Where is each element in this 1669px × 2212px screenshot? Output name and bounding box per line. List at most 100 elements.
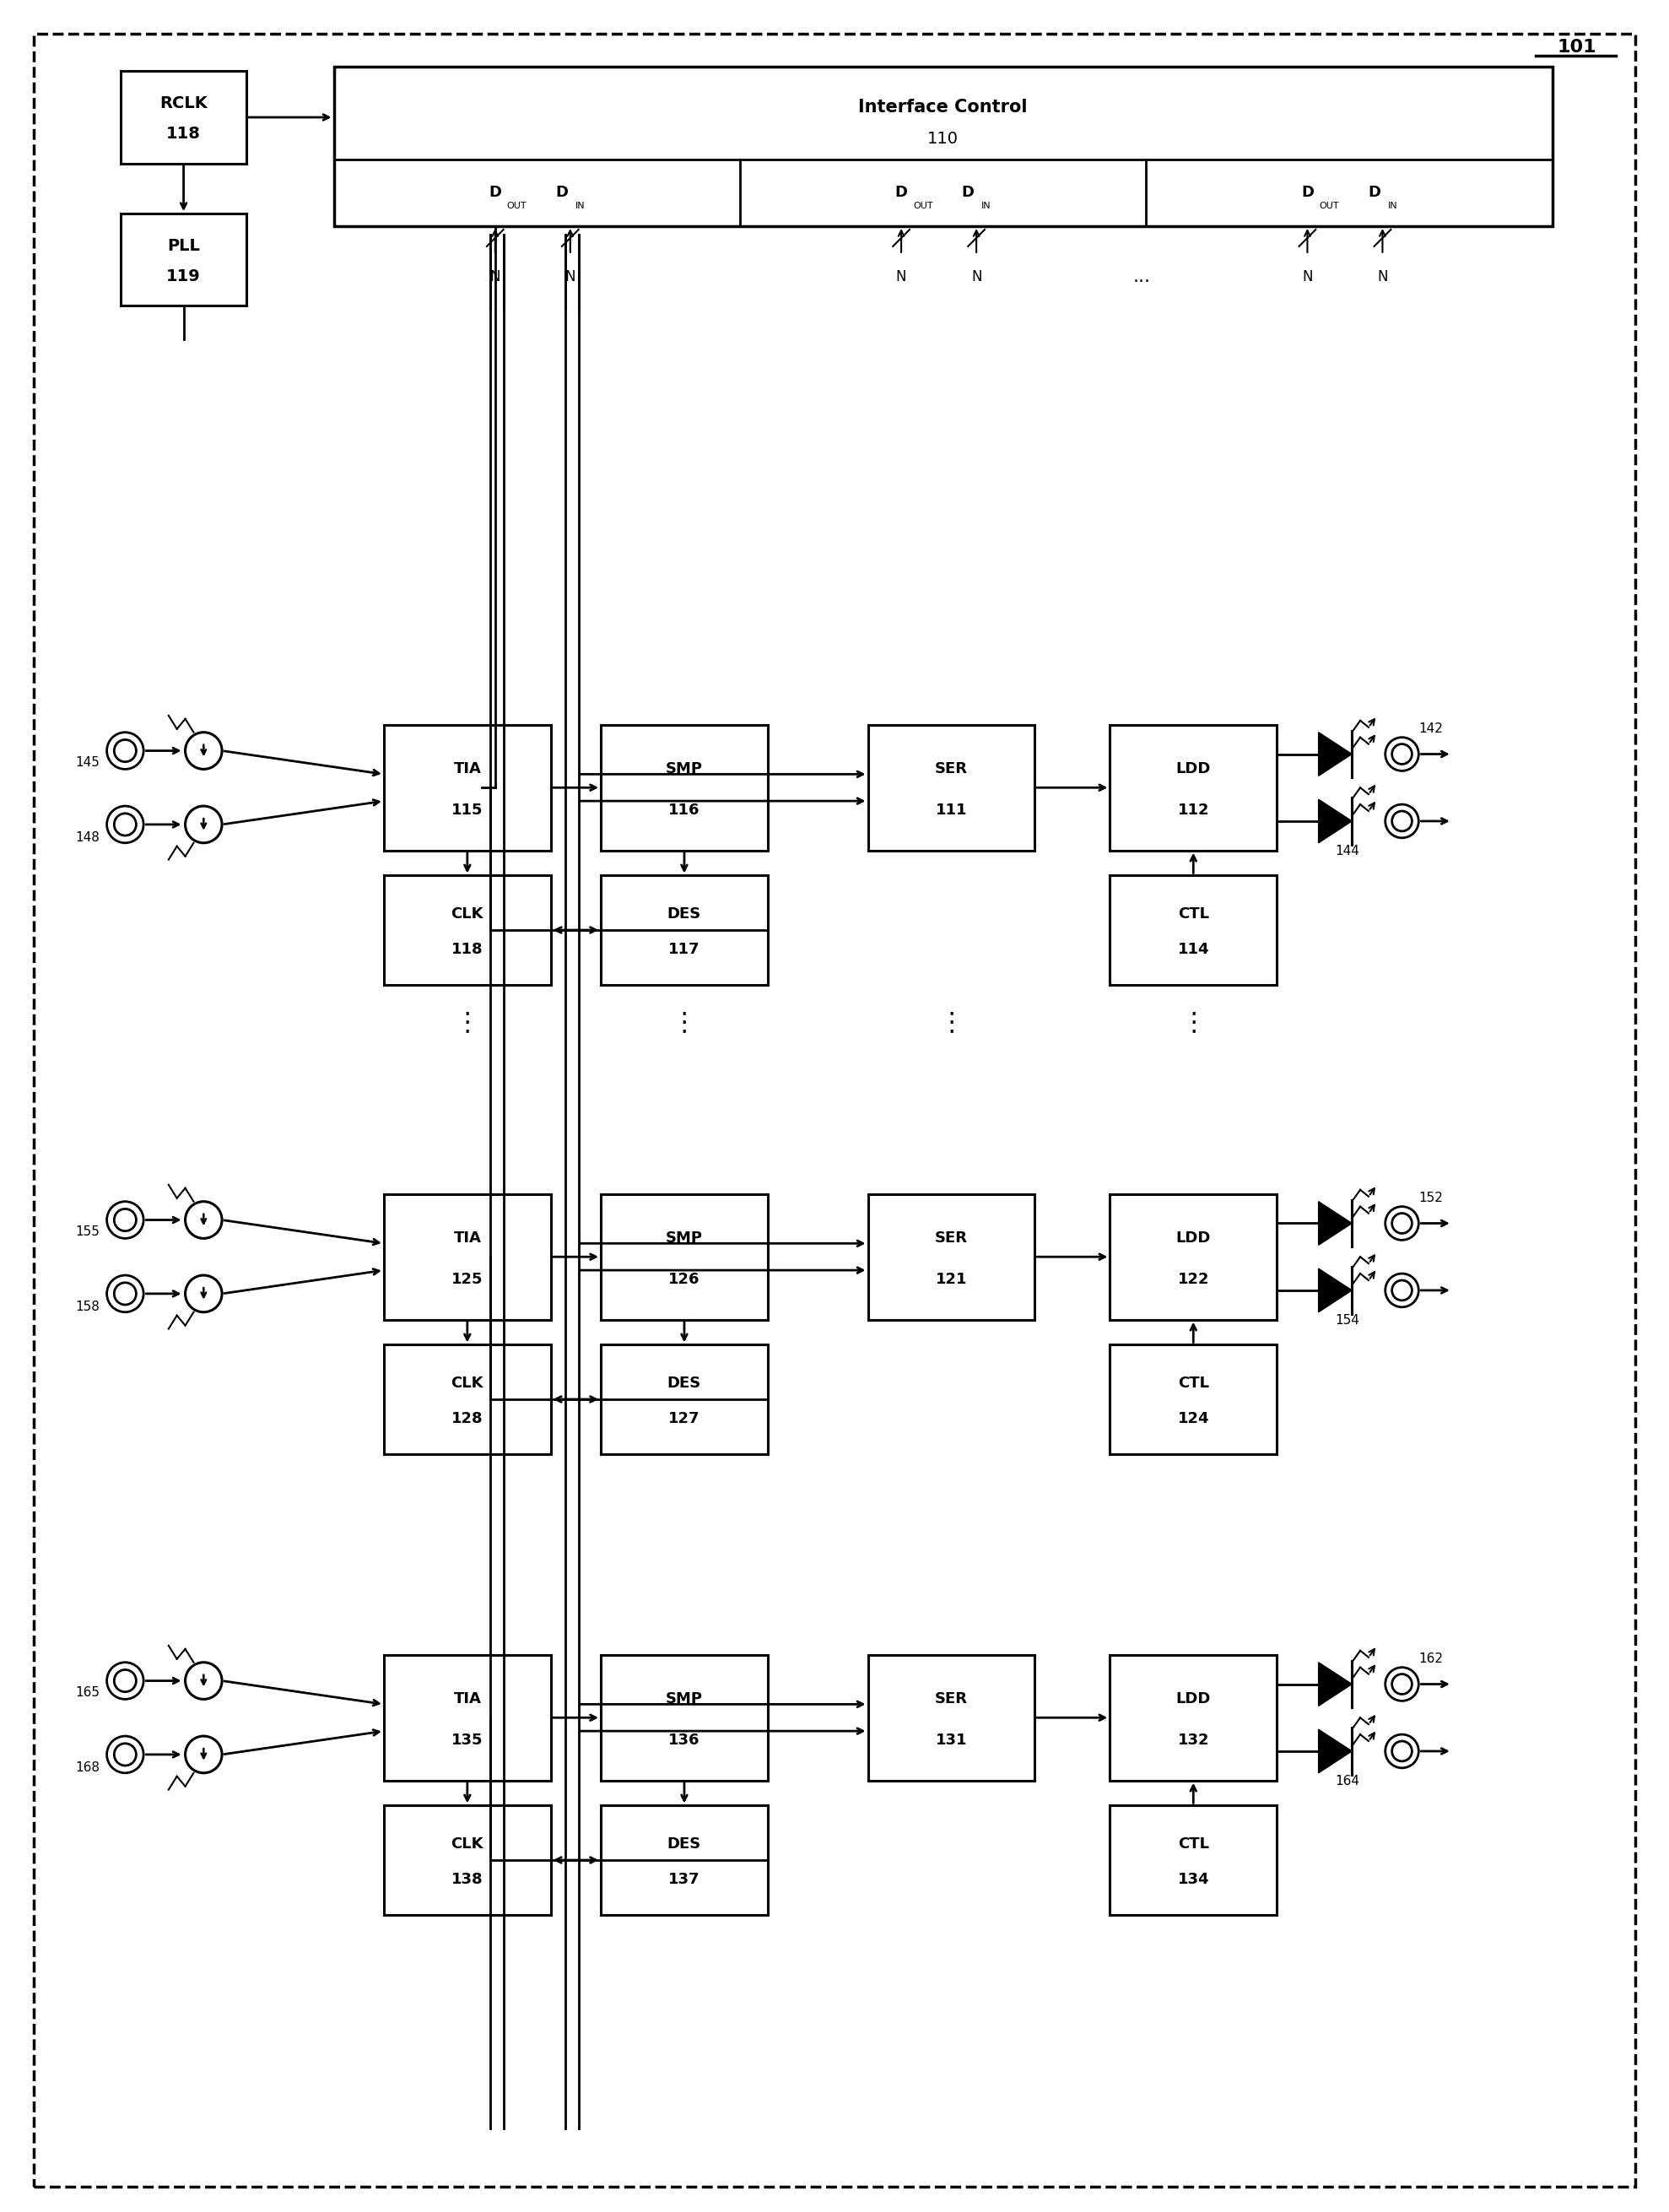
Bar: [601, 726, 768, 849]
Text: N: N: [566, 270, 576, 283]
Text: 155: 155: [75, 1225, 100, 1239]
Bar: [601, 876, 768, 984]
Text: 152: 152: [1419, 1192, 1444, 1206]
Bar: [384, 876, 551, 984]
Text: D: D: [895, 186, 908, 201]
Text: ⋮: ⋮: [454, 1011, 481, 1035]
Text: 126: 126: [669, 1272, 699, 1287]
Text: 124: 124: [1178, 1411, 1208, 1427]
Text: SER: SER: [935, 761, 968, 776]
Bar: [384, 1655, 551, 1781]
Text: 125: 125: [452, 1272, 482, 1287]
Text: TIA: TIA: [454, 761, 481, 776]
Text: OUT: OUT: [913, 201, 933, 210]
Polygon shape: [1319, 799, 1352, 843]
Text: 110: 110: [928, 131, 958, 146]
Text: IN: IN: [981, 201, 991, 210]
Bar: [1110, 1805, 1277, 1916]
Bar: [601, 1805, 768, 1916]
Text: ⋮: ⋮: [671, 1011, 698, 1035]
Polygon shape: [1319, 1267, 1352, 1312]
Text: IN: IN: [576, 201, 586, 210]
Bar: [384, 726, 551, 849]
Text: CTL: CTL: [1178, 1836, 1208, 1851]
Bar: [1110, 1345, 1277, 1453]
Text: ⋮: ⋮: [938, 1011, 965, 1035]
Text: 168: 168: [75, 1761, 100, 1774]
Text: LDD: LDD: [1177, 1230, 1210, 1245]
Text: TIA: TIA: [454, 1692, 481, 1705]
Text: 115: 115: [452, 803, 482, 818]
Text: 162: 162: [1419, 1652, 1444, 1666]
Text: N: N: [1377, 270, 1387, 283]
Text: D: D: [961, 186, 975, 201]
Text: 164: 164: [1335, 1774, 1360, 1787]
Text: 132: 132: [1178, 1732, 1208, 1747]
Text: 116: 116: [669, 803, 699, 818]
Bar: [601, 1194, 768, 1321]
Bar: [384, 1805, 551, 1916]
Bar: [384, 1345, 551, 1453]
Polygon shape: [1319, 1201, 1352, 1245]
Text: OUT: OUT: [1319, 201, 1339, 210]
Bar: [122, 71, 247, 164]
Text: 118: 118: [451, 942, 484, 958]
Polygon shape: [1319, 1663, 1352, 1705]
Text: N: N: [896, 270, 906, 283]
Text: CLK: CLK: [451, 1376, 484, 1391]
Text: 117: 117: [669, 942, 699, 958]
Text: CLK: CLK: [451, 1836, 484, 1851]
Bar: [122, 215, 247, 305]
Text: ⋮: ⋮: [1180, 1011, 1207, 1035]
Text: 137: 137: [669, 1871, 699, 1887]
Text: LDD: LDD: [1177, 761, 1210, 776]
Text: 138: 138: [451, 1871, 484, 1887]
Text: OUT: OUT: [507, 201, 527, 210]
Text: 148: 148: [75, 832, 100, 845]
Text: LDD: LDD: [1177, 1692, 1210, 1705]
Text: 158: 158: [75, 1301, 100, 1314]
Text: 128: 128: [451, 1411, 484, 1427]
Bar: [334, 66, 1552, 226]
Text: D: D: [1302, 186, 1314, 201]
Text: 101: 101: [1557, 38, 1597, 55]
Text: 145: 145: [75, 757, 100, 770]
Text: D: D: [556, 186, 567, 201]
Text: 165: 165: [75, 1686, 100, 1699]
Text: 135: 135: [452, 1732, 482, 1747]
Text: PLL: PLL: [167, 239, 200, 254]
Text: D: D: [489, 186, 501, 201]
Text: RCLK: RCLK: [160, 95, 207, 111]
Bar: [1110, 1655, 1277, 1781]
Text: 134: 134: [1178, 1871, 1208, 1887]
Text: 142: 142: [1419, 723, 1444, 734]
Text: SER: SER: [935, 1230, 968, 1245]
Text: SMP: SMP: [666, 1692, 703, 1705]
Text: 121: 121: [936, 1272, 966, 1287]
Text: 122: 122: [1178, 1272, 1208, 1287]
Text: 112: 112: [1178, 803, 1208, 818]
Text: 127: 127: [669, 1411, 699, 1427]
Bar: [868, 1194, 1035, 1321]
Text: N: N: [1302, 270, 1312, 283]
Polygon shape: [1319, 1730, 1352, 1774]
Text: N: N: [971, 270, 981, 283]
Bar: [868, 726, 1035, 849]
Bar: [1110, 1194, 1277, 1321]
Text: 144: 144: [1335, 845, 1360, 858]
Text: TIA: TIA: [454, 1230, 481, 1245]
Bar: [1110, 726, 1277, 849]
Text: DES: DES: [668, 1836, 701, 1851]
Text: N: N: [491, 270, 501, 283]
Text: Interface Control: Interface Control: [858, 97, 1028, 115]
Text: D: D: [1369, 186, 1380, 201]
Bar: [384, 1194, 551, 1321]
Text: SMP: SMP: [666, 1230, 703, 1245]
Text: 111: 111: [936, 803, 966, 818]
Text: DES: DES: [668, 907, 701, 922]
Bar: [1110, 876, 1277, 984]
Polygon shape: [1319, 732, 1352, 776]
Text: 131: 131: [936, 1732, 966, 1747]
Text: 136: 136: [669, 1732, 699, 1747]
Text: ...: ...: [1133, 268, 1150, 285]
